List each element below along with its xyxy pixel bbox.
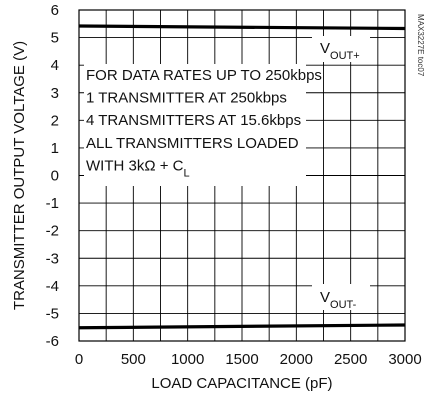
y-tick-label: -5: [46, 305, 59, 322]
x-axis-title: LOAD CAPACITANCE (pF): [151, 375, 332, 392]
series-layer: [78, 24, 406, 330]
watermark-text: MAX3227E toc07: [416, 14, 424, 77]
series-label-bg: [312, 36, 370, 62]
series-label-bg: [312, 284, 370, 310]
y-axis-title: TRANSMITTER OUTPUT VOLTAGE (V): [11, 41, 28, 310]
annotation-line: 4 TRANSMITTERS AT 15.6kbps: [86, 112, 301, 129]
series-line: [78, 323, 406, 330]
annotation-box: [84, 64, 306, 186]
y-tick-label: 3: [51, 85, 59, 102]
annotation-line: 1 TRANSMITTER AT 250kbps: [86, 90, 287, 107]
y-tick-label: -6: [46, 333, 59, 350]
plot-frame: [78, 9, 406, 342]
x-tick-label: 2500: [334, 351, 367, 368]
y-tick-label: 4: [51, 57, 59, 74]
y-tick-label: 2: [51, 112, 59, 129]
x-tick-label: 3000: [388, 351, 421, 368]
x-tick-label: 1000: [171, 351, 204, 368]
y-tick-label: 5: [51, 30, 59, 47]
x-tick-label: 1500: [225, 351, 258, 368]
series-line: [78, 24, 406, 31]
x-tick-labels: 0 500 1000 1500 2000 2500 3000: [75, 351, 422, 368]
x-tick-label: 500: [121, 351, 146, 368]
y-tick-label: -3: [46, 250, 59, 267]
y-tick-label: 0: [51, 168, 59, 185]
y-tick-label: -2: [46, 223, 59, 240]
y-tick-labels: 6 5 4 3 2 1 0 -1 -2 -3 -4 -5 -6: [46, 2, 59, 350]
y-tick-label: -4: [46, 278, 59, 295]
series-labels: VOUT+ VOUT-: [312, 36, 370, 311]
annotation-line: FOR DATA RATES UP TO 250kbps: [86, 67, 322, 84]
x-tick-label: 0: [75, 351, 83, 368]
y-tick-label: 6: [51, 2, 59, 19]
series-label-vout-minus: VOUT-: [320, 289, 357, 311]
x-tick-label: 2000: [280, 351, 313, 368]
series-label-vout-plus: VOUT+: [320, 40, 360, 62]
y-tick-label: 1: [51, 140, 59, 157]
annotation-line: ALL TRANSMITTERS LOADED: [86, 135, 299, 152]
annotation-line: WITH 3kΩ + CL: [86, 157, 190, 179]
y-tick-label: -1: [46, 195, 59, 212]
annotation-text: FOR DATA RATES UP TO 250kbps 1 TRANSMITT…: [86, 67, 322, 179]
